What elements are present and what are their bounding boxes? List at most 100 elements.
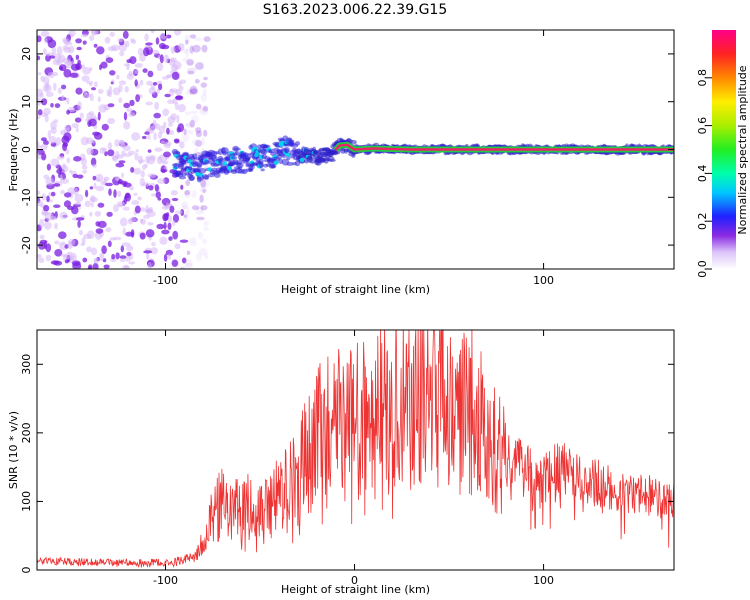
noise-point bbox=[175, 95, 183, 99]
noise-point bbox=[172, 60, 182, 70]
noise-point bbox=[41, 211, 50, 216]
noise-point bbox=[156, 223, 165, 230]
noise-point bbox=[111, 79, 115, 83]
noise-point bbox=[145, 101, 153, 106]
noise-point bbox=[71, 206, 79, 215]
noise-point bbox=[173, 30, 182, 36]
noise-point bbox=[164, 93, 171, 98]
noise-point bbox=[91, 247, 98, 256]
noise-point bbox=[174, 102, 179, 111]
colorbar-gradient bbox=[712, 30, 736, 269]
noise-point bbox=[188, 87, 197, 94]
noise-point bbox=[189, 34, 197, 39]
noise-point bbox=[118, 203, 123, 208]
noise-point bbox=[183, 190, 191, 199]
noise-point bbox=[93, 132, 103, 140]
y-tick-label: 20 bbox=[20, 47, 33, 61]
noise-point bbox=[186, 67, 196, 76]
noise-point bbox=[89, 186, 94, 190]
noise-point bbox=[196, 127, 200, 136]
noise-point bbox=[200, 107, 209, 113]
noise-point bbox=[161, 160, 169, 165]
noise-point bbox=[75, 127, 79, 133]
noise-point bbox=[180, 184, 184, 190]
noise-point bbox=[123, 153, 132, 157]
noise-point bbox=[168, 122, 173, 127]
noise-point bbox=[128, 261, 136, 265]
noise-point bbox=[107, 142, 113, 150]
noise-point bbox=[185, 48, 189, 57]
signal-point bbox=[198, 167, 207, 174]
signal-point bbox=[175, 171, 184, 178]
noise-point bbox=[104, 36, 111, 44]
noise-point bbox=[202, 188, 206, 194]
noise-point bbox=[73, 187, 79, 196]
noise-point bbox=[37, 151, 40, 158]
noise-point bbox=[104, 151, 108, 157]
noise-point bbox=[179, 266, 186, 269]
noise-point bbox=[134, 205, 141, 214]
signal-point bbox=[204, 175, 210, 180]
noise-point bbox=[99, 252, 105, 261]
noise-point bbox=[114, 139, 120, 147]
noise-point bbox=[80, 243, 85, 246]
noise-point bbox=[38, 72, 42, 76]
noise-point bbox=[74, 117, 82, 123]
noise-point bbox=[122, 182, 127, 188]
noise-point bbox=[120, 245, 125, 253]
noise-point bbox=[91, 87, 96, 91]
noise-point bbox=[51, 47, 57, 55]
noise-point bbox=[184, 259, 193, 267]
noise-point bbox=[178, 43, 185, 51]
noise-point bbox=[90, 202, 94, 208]
noise-point bbox=[41, 193, 46, 201]
noise-point bbox=[43, 221, 52, 230]
noise-point bbox=[61, 95, 65, 101]
noise-point bbox=[57, 87, 62, 94]
noise-point bbox=[166, 34, 172, 39]
signal-point bbox=[173, 162, 180, 170]
noise-point bbox=[111, 253, 116, 260]
noise-point bbox=[183, 212, 190, 222]
noise-point bbox=[48, 136, 57, 144]
noise-point bbox=[140, 170, 145, 178]
noise-point bbox=[159, 32, 168, 40]
noise-point bbox=[177, 123, 184, 133]
noise-point bbox=[123, 121, 131, 130]
noise-point bbox=[139, 53, 146, 62]
noise-point bbox=[119, 51, 125, 57]
noise-point bbox=[124, 86, 129, 93]
noise-point bbox=[195, 62, 204, 70]
noise-point bbox=[58, 231, 67, 239]
noise-point bbox=[63, 132, 72, 142]
noise-point bbox=[181, 133, 189, 143]
noise-point bbox=[138, 159, 145, 163]
noise-point bbox=[87, 266, 93, 269]
noise-point bbox=[60, 253, 68, 257]
noise-point bbox=[94, 257, 99, 265]
noise-point bbox=[74, 194, 84, 203]
noise-point bbox=[43, 174, 50, 180]
noise-point bbox=[161, 76, 169, 80]
noise-point bbox=[195, 103, 202, 110]
noise-point bbox=[75, 38, 82, 44]
noise-point bbox=[133, 167, 141, 175]
noise-point bbox=[133, 192, 138, 196]
noise-point bbox=[174, 243, 181, 250]
noise-point bbox=[203, 76, 208, 81]
noise-point bbox=[189, 88, 198, 95]
y-tick-label: 10 bbox=[20, 95, 33, 109]
noise-point bbox=[105, 182, 113, 187]
noise-point bbox=[169, 205, 175, 213]
noise-point bbox=[116, 177, 120, 182]
noise-point bbox=[89, 211, 93, 217]
noise-point bbox=[201, 44, 208, 53]
noise-point bbox=[62, 163, 66, 170]
signal-point bbox=[181, 160, 187, 165]
noise-point bbox=[148, 125, 155, 134]
noise-point bbox=[119, 258, 126, 263]
noise-point bbox=[43, 205, 50, 212]
noise-point bbox=[121, 264, 130, 269]
noise-point bbox=[184, 129, 194, 135]
noise-point bbox=[142, 68, 148, 73]
